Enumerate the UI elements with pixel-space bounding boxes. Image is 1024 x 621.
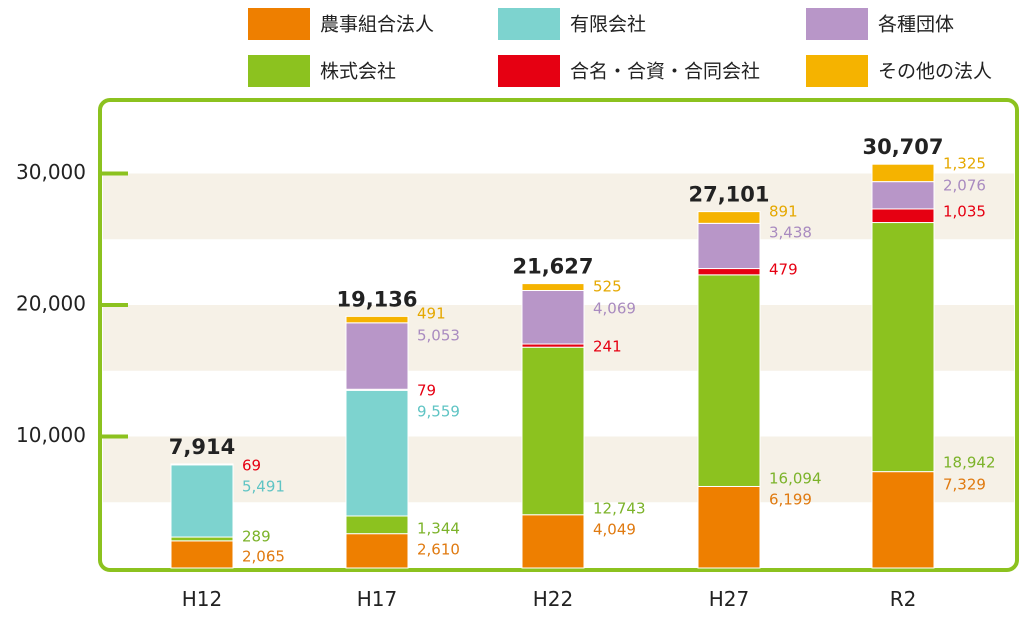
legend-item-series-1: 株式会社 xyxy=(248,55,396,87)
y-tick-label: 30,000 xyxy=(16,160,86,184)
category-label: H22 xyxy=(533,587,574,611)
bar-segment-series-1 xyxy=(345,515,409,535)
bar-segment-series-3 xyxy=(871,208,935,224)
bar-segment-series-2 xyxy=(345,389,409,517)
value-label-series-2: 9,559 xyxy=(417,403,460,421)
bars xyxy=(170,163,935,569)
legend-item-series-3: 合名・合資・合同会社 xyxy=(498,55,760,87)
bar-segment-series-0 xyxy=(170,540,234,569)
legend-swatch xyxy=(806,8,868,40)
legend-swatch xyxy=(248,55,310,87)
value-label-series-3: 1,035 xyxy=(943,203,986,221)
total-label: 19,136 xyxy=(336,287,417,311)
value-label-series-3: 479 xyxy=(769,261,798,279)
bar-segment-series-1 xyxy=(697,274,761,487)
bar-segment-series-3 xyxy=(170,463,234,466)
value-label-series-4: 4,069 xyxy=(593,300,636,318)
value-label-series-4: 5,053 xyxy=(417,327,460,345)
bar-segment-series-1 xyxy=(521,346,585,516)
category-label: H17 xyxy=(357,587,398,611)
legend-label: その他の法人 xyxy=(878,61,992,83)
value-label-series-3: 241 xyxy=(593,338,622,356)
value-label-series-4: 2,076 xyxy=(943,177,986,195)
value-label-series-1: 12,743 xyxy=(593,500,646,518)
bar-segment-series-0 xyxy=(697,485,761,569)
bar-segment-series-1 xyxy=(170,536,234,542)
value-label-series-2: 5,491 xyxy=(242,478,285,496)
value-label-series-0: 2,610 xyxy=(417,541,460,559)
value-label-series-3: 79 xyxy=(417,382,436,400)
x-axis: H12 H17 H22 H27 R2 xyxy=(182,587,917,611)
value-label-series-5: 891 xyxy=(769,203,798,221)
bar-segment-series-4 xyxy=(345,322,409,390)
value-label-series-1: 18,942 xyxy=(943,454,996,472)
legend-swatch xyxy=(806,55,868,87)
value-label-series-5: 1,325 xyxy=(943,155,986,173)
total-label: 30,707 xyxy=(862,135,943,159)
value-label-series-1: 1,344 xyxy=(417,520,460,538)
legend-label: 合名・合資・合同会社 xyxy=(570,61,760,83)
legend-swatch xyxy=(498,8,560,40)
value-labels: 2,065 289 5,491 69 7,914 2,610 1,344 9,559 79 5,0… xyxy=(169,135,996,565)
value-label-series-0: 7,329 xyxy=(943,476,986,494)
bar-segment-series-0 xyxy=(871,471,935,569)
value-label-series-5: 525 xyxy=(593,278,622,296)
legend-label: 有限会社 xyxy=(570,14,646,36)
legend-label: 農事組合法人 xyxy=(320,14,434,36)
y-axis: 10,000 20,000 30,000 xyxy=(16,160,128,447)
plot-frame-border xyxy=(98,98,1019,572)
bar-segment-series-3 xyxy=(697,268,761,276)
value-label-series-0: 4,049 xyxy=(593,521,636,539)
value-label-series-0: 6,199 xyxy=(769,491,812,509)
value-label-series-1: 16,094 xyxy=(769,470,822,488)
bar-segment-series-5 xyxy=(521,283,585,292)
value-label-series-0: 2,065 xyxy=(242,548,285,566)
bar-segment-series-5 xyxy=(345,315,409,324)
bar-segment-series-4 xyxy=(521,290,585,345)
legend-swatch xyxy=(498,55,560,87)
y-tick-label: 10,000 xyxy=(16,423,86,447)
bar-segment-series-4 xyxy=(697,222,761,270)
category-label: H27 xyxy=(709,587,750,611)
y-tick-label: 20,000 xyxy=(16,292,86,316)
legend-item-series-0: 農事組合法人 xyxy=(248,8,434,40)
bar-segment-series-4 xyxy=(871,181,935,210)
total-label: 7,914 xyxy=(169,435,235,459)
bar-segment-series-1 xyxy=(871,222,935,473)
value-label-series-5: 491 xyxy=(417,305,446,323)
legend-label: 株式会社 xyxy=(320,61,396,83)
legend-item-series-2: 有限会社 xyxy=(498,8,646,40)
bar-segment-series-0 xyxy=(521,514,585,569)
bar-segment-series-0 xyxy=(345,533,409,569)
legend-item-series-5: その他の法人 xyxy=(806,55,992,87)
bar-segment-series-5 xyxy=(871,163,935,183)
legend-item-series-4: 各種団体 xyxy=(806,8,954,40)
background-band xyxy=(103,173,1014,240)
plot-frame xyxy=(98,98,1019,572)
legend-label: 各種団体 xyxy=(878,14,954,36)
bar-segment-series-2 xyxy=(170,464,234,538)
value-label-series-3: 69 xyxy=(242,457,261,475)
value-label-series-1: 289 xyxy=(242,528,271,546)
total-label: 21,627 xyxy=(512,255,593,279)
value-label-series-4: 3,438 xyxy=(769,224,812,242)
category-label: H12 xyxy=(182,587,223,611)
bar-segment-series-5 xyxy=(697,211,761,224)
category-label: R2 xyxy=(890,587,917,611)
legend-swatch xyxy=(248,8,310,40)
total-label: 27,101 xyxy=(688,183,769,207)
